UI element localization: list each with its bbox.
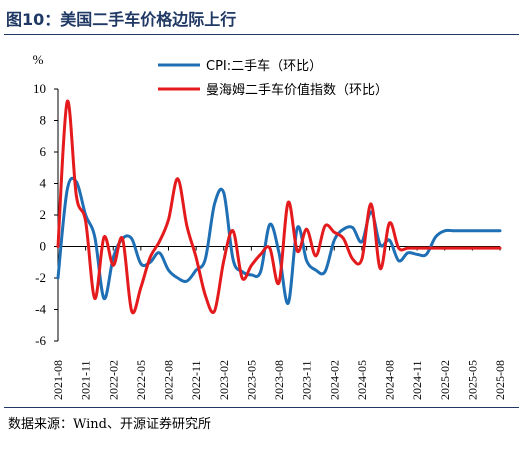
x-tick-label: 2025-02: [438, 360, 452, 400]
y-tick-label: -2: [35, 270, 46, 285]
x-tick-label: 2025-08: [493, 360, 507, 400]
y-tick-label: 4: [40, 176, 47, 191]
x-tick-label: 2024-05: [355, 360, 369, 400]
series-line-cpi: [56, 176, 502, 305]
x-tick-label: 2023-11: [300, 360, 314, 400]
y-tick-label: 2: [40, 207, 47, 222]
x-tick-label: 2023-05: [244, 360, 258, 400]
title-rule: [4, 34, 519, 35]
x-tick-label: 2022-02: [106, 360, 120, 400]
x-tick-label: 2025-05: [465, 360, 479, 400]
x-tick-label: 2022-08: [162, 360, 176, 400]
source-note: 数据来源：Wind、开源证券研究所: [8, 417, 211, 432]
y-tick-label: 0: [40, 239, 47, 254]
legend-label-cpi: CPI:二手车（环比）: [206, 58, 322, 74]
x-tick-label: 2021-08: [51, 360, 65, 400]
x-tick-label: 2022-11: [189, 360, 203, 400]
y-tick-label: 6: [40, 144, 47, 159]
y-tick-label: -4: [35, 302, 46, 317]
y-axis-label: %: [33, 52, 44, 67]
x-tick-label: 2024-02: [327, 360, 341, 400]
y-tick-label: 10: [33, 81, 46, 96]
legend-label-manheim: 曼海姆二手车价值指数（环比）: [206, 82, 388, 98]
x-tick-label: 2023-08: [272, 360, 286, 400]
source-rule: [4, 407, 519, 408]
x-tick-label: 2023-02: [217, 360, 231, 400]
x-tick-label: 2021-11: [79, 360, 93, 400]
x-tick-label: 2022-05: [134, 360, 148, 400]
figure-title: 图10：美国二手车价格边际上行: [6, 10, 237, 29]
y-tick-label: 8: [40, 113, 47, 128]
x-tick-label: 2024-11: [410, 360, 424, 400]
x-tick-label: 2024-08: [383, 360, 397, 400]
y-tick-label: -6: [35, 333, 46, 348]
series-line-manheim: [56, 99, 502, 315]
